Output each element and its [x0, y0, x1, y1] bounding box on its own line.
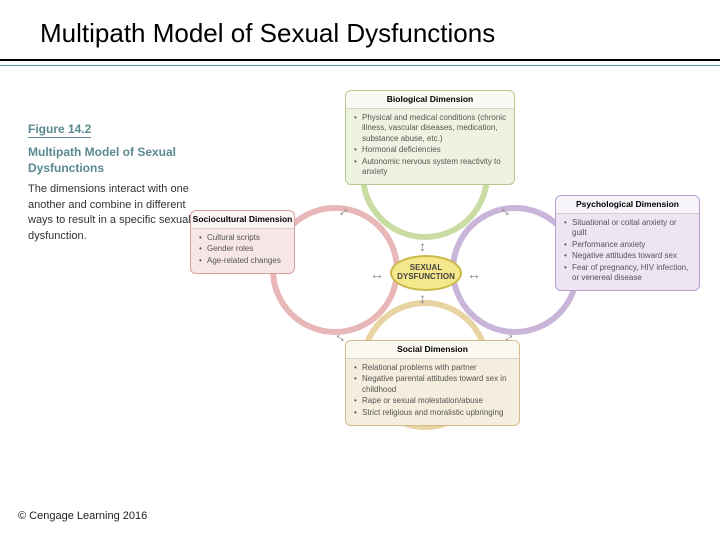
box-biological: Biological Dimension Physical and medica… [345, 90, 515, 185]
box-social: Social Dimension Relational problems wit… [345, 340, 520, 426]
list-item: Physical and medical conditions (chronic… [354, 113, 508, 144]
figure-description: The dimensions interact with one another… [28, 182, 198, 244]
page-title: Multipath Model of Sexual Dysfunctions [0, 0, 720, 59]
list-item: Autonomic nervous system reactivity to a… [354, 157, 508, 178]
box-header: Biological Dimension [346, 91, 514, 109]
list-item: Relational problems with partner [354, 363, 513, 373]
box-header: Sociocultural Dimension [191, 211, 294, 229]
figure-label: Figure 14.2 [28, 122, 91, 138]
list-item: Age-related changes [199, 256, 288, 266]
list-item: Negative parental attitudes toward sex i… [354, 374, 513, 395]
arrow-icon: ↕ [419, 238, 426, 254]
figure-caption-panel: Figure 14.2 Multipath Model of Sexual Dy… [28, 120, 198, 244]
box-list: Physical and medical conditions (chronic… [352, 113, 508, 177]
box-header: Social Dimension [346, 341, 519, 359]
divider-top [0, 59, 720, 61]
figure-title: Multipath Model of Sexual Dysfunctions [28, 144, 198, 176]
list-item: Strict religious and moralistic upbringi… [354, 408, 513, 418]
copyright: © Cengage Learning 2016 [18, 510, 147, 522]
box-list: Situational or coital anxiety or guilt P… [562, 218, 693, 283]
center-label: SEXUAL DYSFUNCTION [390, 255, 462, 291]
arrow-icon: ↔ [370, 266, 384, 282]
box-psychological: Psychological Dimension Situational or c… [555, 195, 700, 291]
box-list: Relational problems with partner Negativ… [352, 363, 513, 418]
box-list: Cultural scripts Gender roles Age-relate… [197, 233, 288, 266]
list-item: Cultural scripts [199, 233, 288, 243]
box-header: Psychological Dimension [556, 196, 699, 214]
list-item: Hormonal deficiencies [354, 145, 508, 155]
list-item: Negative attitudes toward sex [564, 251, 693, 261]
multipath-diagram: SEXUAL DYSFUNCTION ↕ ↕ ↔ ↔ ↔ ↔ ↔ ↔ Biolo… [200, 90, 700, 470]
arrow-icon: ↕ [419, 290, 426, 306]
divider-accent [0, 65, 720, 66]
list-item: Situational or coital anxiety or guilt [564, 218, 693, 239]
list-item: Fear of pregnancy, HIV infection, or ven… [564, 263, 693, 284]
list-item: Rape or sexual molestation/abuse [354, 396, 513, 406]
list-item: Gender roles [199, 244, 288, 254]
box-sociocultural: Sociocultural Dimension Cultural scripts… [190, 210, 295, 274]
list-item: Performance anxiety [564, 240, 693, 250]
arrow-icon: ↔ [467, 266, 481, 282]
